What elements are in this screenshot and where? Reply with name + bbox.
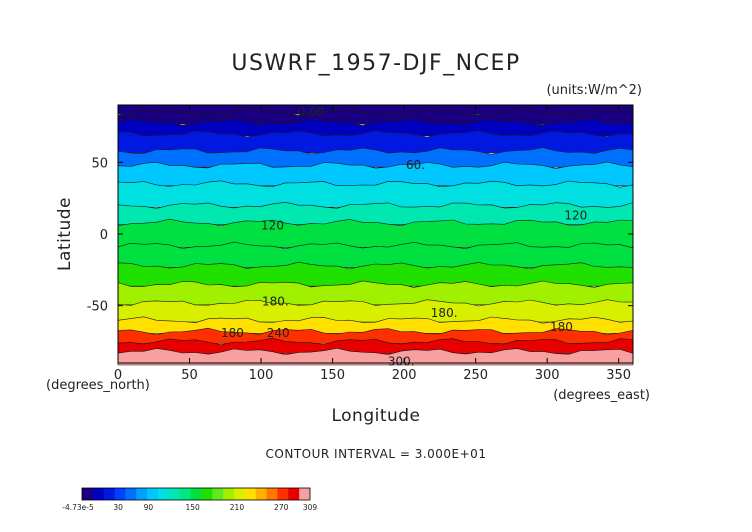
lat-band bbox=[117, 161, 634, 187]
lat-band bbox=[117, 316, 634, 334]
y-tick-label: -50 bbox=[87, 300, 108, 315]
y-tick-label: 0 bbox=[100, 228, 108, 243]
contour-label: 180. bbox=[431, 306, 458, 320]
contour-label: 300. bbox=[388, 355, 415, 369]
colorbar-swatch bbox=[288, 488, 300, 500]
colorbar-swatch bbox=[82, 488, 94, 500]
lat-band bbox=[117, 130, 634, 154]
lat-band bbox=[117, 280, 634, 306]
lat-band bbox=[117, 218, 634, 248]
contour-label: 120 bbox=[564, 208, 587, 222]
y-unit-label: (degrees_north) bbox=[46, 378, 150, 393]
lat-band bbox=[117, 147, 634, 168]
lat-band bbox=[117, 108, 634, 125]
colorbar-swatch bbox=[136, 488, 148, 500]
colorbar-swatch bbox=[114, 488, 126, 500]
x-tick-label: 0 bbox=[114, 368, 122, 383]
x-tick-label: 200 bbox=[392, 368, 417, 383]
colorbar-swatch bbox=[125, 488, 137, 500]
contour-label: 180. bbox=[262, 294, 289, 308]
colorbar-swatch bbox=[255, 488, 267, 500]
colorbar-swatch bbox=[244, 488, 257, 500]
plot-area bbox=[117, 104, 634, 366]
colorbar-swatch bbox=[158, 488, 170, 500]
colorbar-swatch bbox=[168, 488, 181, 500]
contour-labels: 0.00 60. 120 120 180. 180. 180 240 180 300. bbox=[221, 105, 587, 368]
contour-label: 0.00 bbox=[298, 105, 325, 119]
lat-band bbox=[117, 337, 634, 354]
colorbar-swatch bbox=[179, 488, 191, 500]
colorbar-swatch bbox=[92, 488, 105, 500]
units-label: (units:W/m^2) bbox=[546, 83, 642, 98]
x-tick-label: 100 bbox=[249, 368, 274, 383]
lat-band bbox=[117, 327, 634, 344]
colorbar bbox=[81, 487, 311, 501]
colorbar-labels: -4.73e-5 30 90 150 210 270 309 bbox=[62, 503, 317, 512]
colorbar-swatch bbox=[299, 488, 311, 500]
colorbar-swatch bbox=[103, 488, 115, 500]
lat-band bbox=[117, 104, 634, 115]
y-tick-label: 50 bbox=[91, 156, 108, 171]
contour-label: 180 bbox=[550, 320, 573, 334]
colorbar-frame bbox=[81, 487, 311, 501]
colorbar-label: 309 bbox=[303, 503, 318, 512]
colorbar-label: 30 bbox=[113, 503, 123, 512]
x-tick-label: 350 bbox=[606, 368, 631, 383]
lat-band bbox=[117, 241, 634, 268]
contour-label: 180 bbox=[221, 326, 244, 340]
chart-title: USWRF_1957-DJF_NCEP bbox=[231, 51, 520, 76]
lat-band bbox=[117, 201, 634, 225]
colorbar-min-label: -4.73e-5 bbox=[62, 503, 94, 512]
colorbar-swatch bbox=[190, 488, 202, 500]
colorbar-swatch bbox=[223, 488, 235, 500]
colorbar-label: 270 bbox=[274, 503, 289, 512]
x-tick-label: 300 bbox=[535, 368, 560, 383]
x-unit-label: (degrees_east) bbox=[553, 388, 650, 403]
contour-interval-text: CONTOUR INTERVAL = 3.000E+01 bbox=[266, 447, 487, 461]
contour-label: 60. bbox=[406, 158, 425, 172]
x-tick-label: 50 bbox=[181, 368, 198, 383]
lat-band bbox=[117, 180, 634, 208]
colorbar-label: 150 bbox=[186, 503, 201, 512]
colorbar-swatch bbox=[147, 488, 159, 500]
lat-band bbox=[117, 299, 634, 323]
y-axis-ticks: 50 0 -50 bbox=[87, 156, 633, 315]
colorbar-swatch bbox=[201, 488, 213, 500]
contour-label: 240 bbox=[267, 326, 290, 340]
x-tick-label: 150 bbox=[320, 368, 345, 383]
colorbar-label: 90 bbox=[144, 503, 154, 512]
x-axis-ticks: 0 50 100 150 200 250 300 350 bbox=[114, 105, 631, 383]
lat-band bbox=[117, 261, 634, 287]
colorbar-swatch bbox=[212, 488, 224, 500]
x-axis-label: Longitude bbox=[331, 406, 420, 426]
colorbar-swatch bbox=[266, 488, 278, 500]
x-tick-label: 250 bbox=[463, 368, 488, 383]
colorbar-swatch bbox=[277, 488, 289, 500]
contour-label: 120 bbox=[261, 218, 284, 232]
colorbar-label: 210 bbox=[230, 503, 245, 512]
y-axis-label: Latitude bbox=[55, 197, 75, 271]
colorbar-swatch bbox=[234, 488, 246, 500]
lat-band bbox=[117, 347, 634, 366]
lat-band bbox=[117, 118, 634, 136]
